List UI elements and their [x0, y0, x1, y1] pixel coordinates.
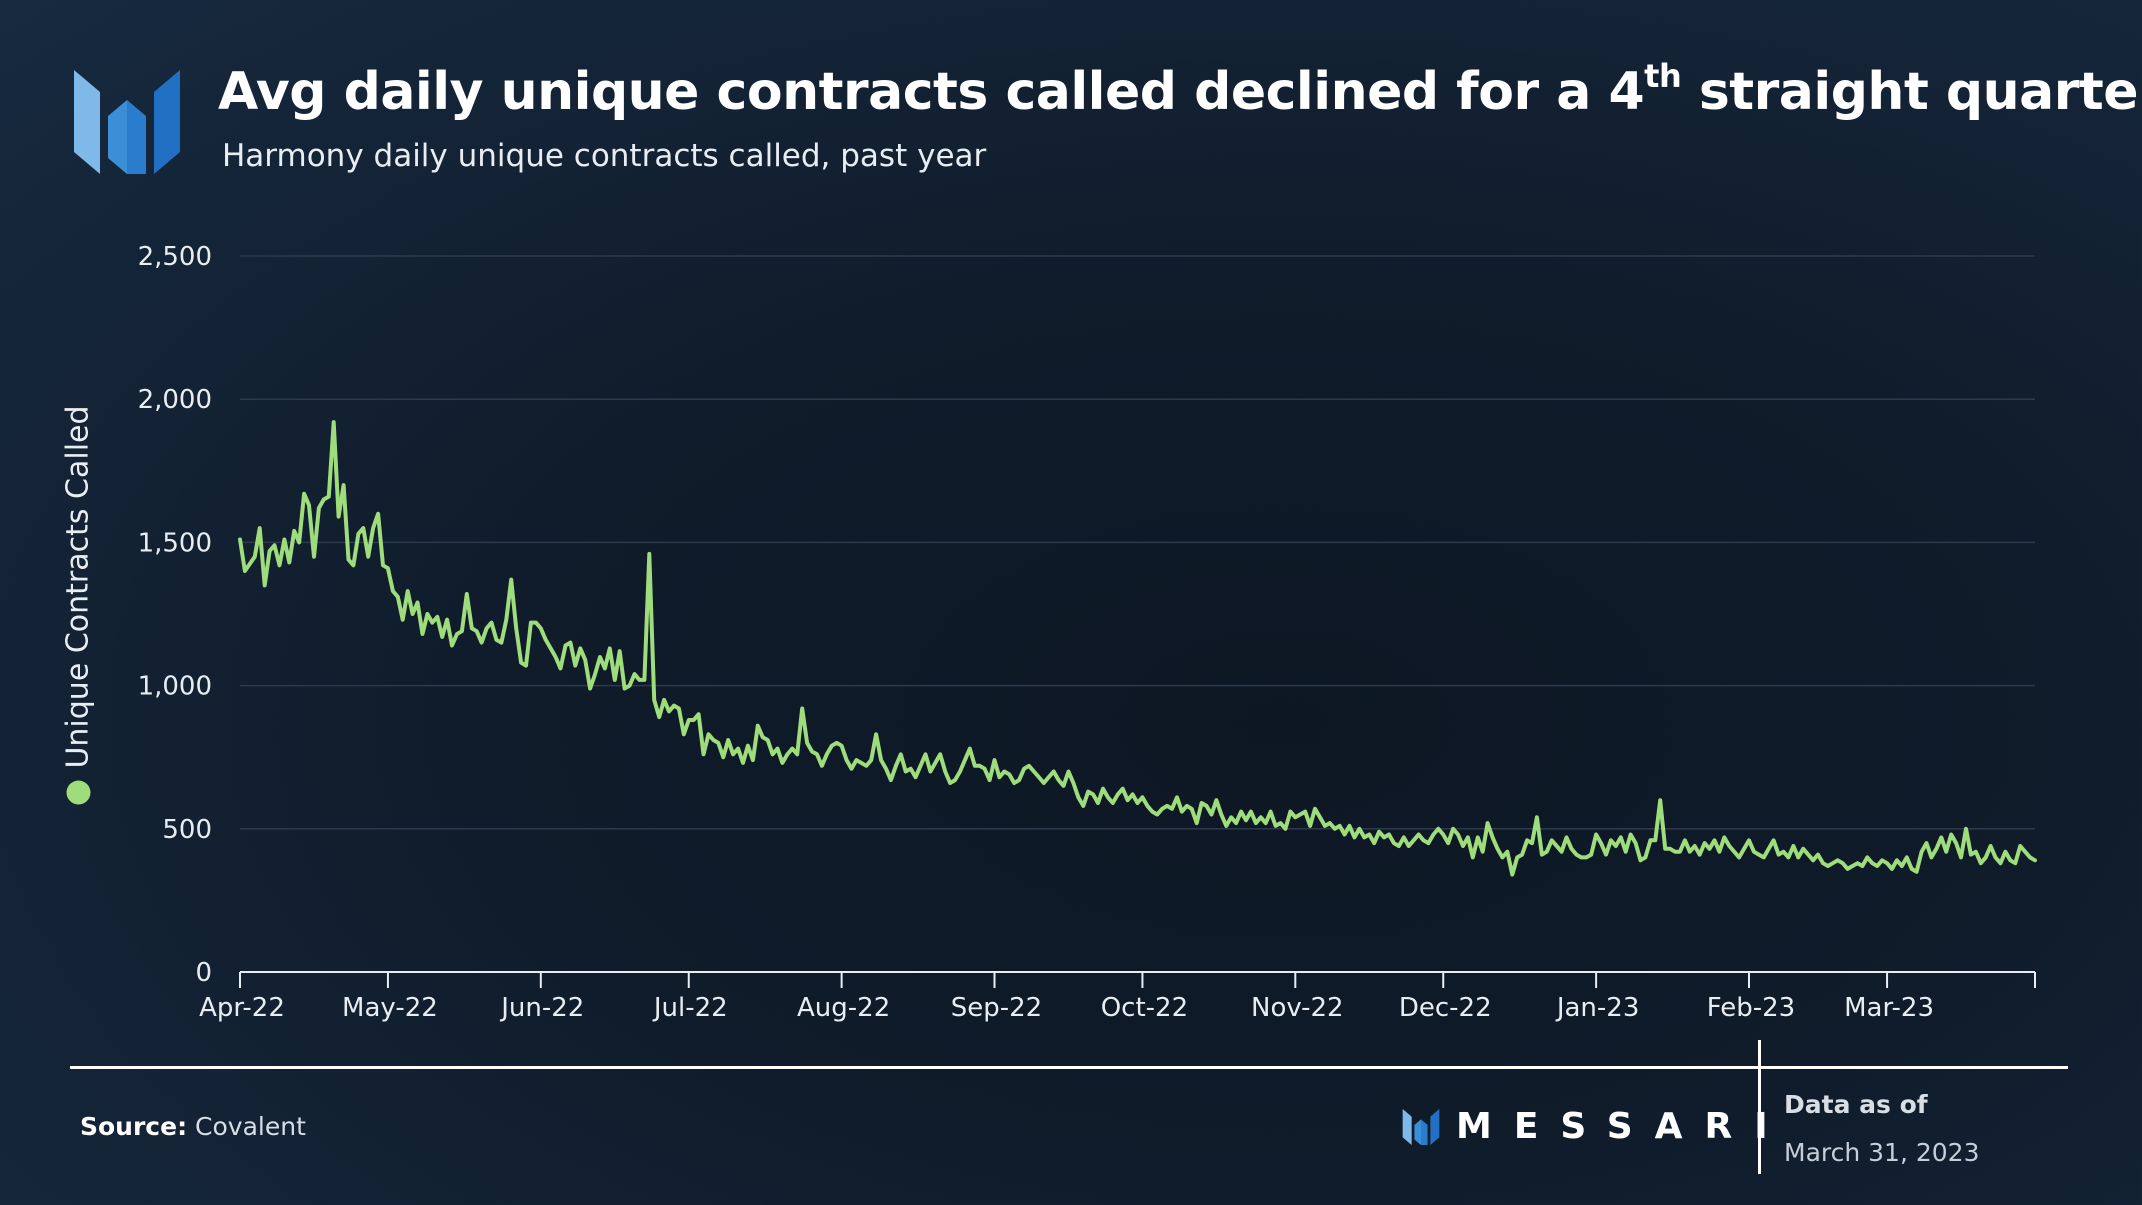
- brand-footer: MESSARI: [1402, 1106, 1790, 1147]
- series-line-unique-contracts-called: [238, 420, 2037, 877]
- x-tick-label: Jan-23: [1555, 993, 1640, 1023]
- data-as-of-date: March 31, 2023: [1784, 1138, 1980, 1167]
- data-as-of-label: Data as of: [1784, 1090, 1928, 1119]
- messari-small-logo-icon: [1402, 1108, 1440, 1145]
- messari-logo-icon: [74, 70, 180, 174]
- x-tick-label: Oct-22: [1101, 993, 1188, 1023]
- y-tick-label: 500: [162, 815, 212, 845]
- x-tick-label: Jul-22: [652, 993, 728, 1023]
- grid-lines: [240, 255, 2035, 830]
- source-label: Source:: [80, 1112, 188, 1141]
- y-tick-label: 1,000: [138, 672, 212, 702]
- footer-vertical-divider: [1758, 1040, 1761, 1174]
- x-tick-label: Feb-23: [1707, 993, 1796, 1023]
- y-axis-ticks: 0 500 1,000 1,500 2,000 2,500: [138, 242, 212, 988]
- x-tick-label: Jun-22: [499, 993, 584, 1023]
- source-value: Covalent: [187, 1112, 306, 1141]
- x-tick-label: May-22: [342, 993, 438, 1023]
- chart-subtitle: Harmony daily unique contracts called, p…: [222, 138, 987, 174]
- y-tick-label: 0: [195, 958, 212, 988]
- y-tick-label: 2,500: [138, 242, 212, 272]
- x-tick-label: Sep-22: [951, 993, 1042, 1023]
- brand-name: MESSARI: [1456, 1106, 1790, 1147]
- chart-title: Avg daily unique contracts called declin…: [218, 57, 2142, 122]
- x-tick-label: Aug-22: [797, 993, 890, 1023]
- source-note: Source: Covalent: [80, 1112, 306, 1141]
- x-tick-label: Dec-22: [1399, 993, 1492, 1023]
- y-tick-label: 1,500: [138, 528, 212, 558]
- line-chart: 0 500 1,000 1,500 2,000 2,500 Apr-22 May-22 Jun…: [138, 242, 2037, 1023]
- title-superscript: th: [1644, 57, 1682, 95]
- x-tick-label: Mar-23: [1844, 993, 1934, 1023]
- x-tick-label: Nov-22: [1251, 993, 1344, 1023]
- x-axis: Apr-22 May-22 Jun-22 Jul-22 Aug-22 Sep-22 Oct-…: [199, 971, 2036, 1023]
- footer-divider: [70, 1066, 2068, 1069]
- y-tick-label: 2,000: [138, 385, 212, 415]
- x-tick-label: Apr-22: [199, 993, 285, 1023]
- series-group: [238, 420, 2037, 877]
